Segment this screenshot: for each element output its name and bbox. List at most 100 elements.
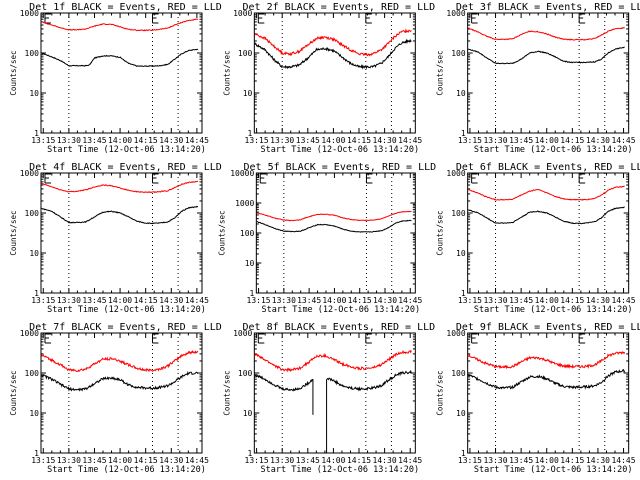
plot-frame [467,332,630,454]
y-tick-label: 1 [461,129,466,138]
y-tick-label: 100 [238,369,253,378]
series-lld-line [254,350,412,373]
x-tick-label: 14:00 [322,296,346,305]
y-axis-label: Counts/sec [436,210,445,255]
y-tick-label: 1000 [20,9,39,18]
y-tick-label: 100 [451,49,466,58]
y-tick-label: 1 [34,449,39,458]
x-tick-label: 13:30 [270,136,294,145]
y-axis-label: Counts/sec [222,370,231,415]
flag-marker [578,173,586,184]
flag-marker [578,333,586,344]
y-tick-label: 10 [456,409,466,418]
x-tick-label: 14:30 [159,456,183,465]
x-tick-label: 14:30 [373,296,397,305]
y-axis-label: Counts/sec [9,210,18,255]
panel-title: Det 5f BLACK = Events, RED = LLD [244,162,437,173]
x-tick-label: 13:15 [247,296,271,305]
panel-title: Det 6f BLACK = Events, RED = LLD [456,162,640,173]
y-tick-label: 100 [451,369,466,378]
y-tick-label: 1 [248,129,253,138]
x-tick-label: 14:15 [134,136,158,145]
x-axis-label: Start Time (12-Oct-06 13:14:20) [47,145,206,155]
flag-marker [471,13,478,24]
y-tick-label: 10000 [230,169,254,178]
series-events-line [41,205,199,225]
y-tick-label: 1000 [446,9,465,18]
x-tick-label: 14:00 [535,456,559,465]
series-lld-line [468,350,626,370]
series-events-line [254,38,412,70]
panel-det-5: Det 5f BLACK = Events, RED = LLD 1 10 100 10… [217,162,436,315]
y-tick-label: 1 [461,289,466,298]
plot-frame [467,12,630,134]
x-tick-label: 13:45 [82,136,106,145]
x-tick-label: 14:45 [611,296,635,305]
x-tick-label: 14:00 [321,136,345,145]
series-lld-line [41,180,199,194]
series-lld-line [41,18,199,32]
x-tick-label: 13:15 [458,456,482,465]
x-tick-label: 14:00 [535,296,559,305]
y-tick-label: 10 [243,409,253,418]
series-events-line [468,46,625,65]
flag-marker [365,13,372,24]
series-events-line [254,369,412,392]
panel-title: Det 4f BLACK = Events, RED = LLD [29,162,222,173]
plot-frame [467,172,630,294]
panel-det-4: Det 4f BLACK = Events, RED = LLD 1 10 100 10… [9,162,222,315]
y-tick-label: 1 [34,129,39,138]
panel-det-1: Det 1f BLACK = Events, RED = LLD 1 10 100 10… [9,2,222,155]
series-events-line [41,370,199,392]
flag-marker [152,173,159,184]
flag-marker [471,333,478,344]
panel-det-9: Det 9f BLACK = Events, RED = LLD 1 10 100 10… [436,322,640,475]
y-tick-label: 10 [245,259,255,268]
y-tick-label: 1000 [20,329,39,338]
y-tick-label: 100 [25,369,40,378]
x-axis-label: Start Time (12-Oct-06 13:14:20) [261,465,420,475]
flag-marker [257,333,265,344]
x-tick-label: 14:15 [134,296,158,305]
y-axis-label: Counts/sec [9,50,18,95]
x-tick-label: 14:45 [398,296,422,305]
panel-det-2: Det 2f BLACK = Events, RED = LLD 1 10 100 10… [222,2,435,155]
flag-marker [259,173,267,184]
plot-frame [40,332,203,454]
x-tick-label: 13:30 [57,136,81,145]
series-lld-line [254,28,412,57]
x-axis-label: Start Time (12-Oct-06 13:14:20) [47,465,206,475]
y-tick-label: 10 [456,89,466,98]
x-tick-label: 14:15 [560,296,584,305]
x-tick-label: 14:15 [347,456,371,465]
x-tick-label: 13:30 [483,456,507,465]
x-tick-label: 14:30 [159,296,183,305]
flag-marker [44,173,51,184]
x-tick-label: 14:00 [321,456,345,465]
x-tick-label: 14:30 [586,296,610,305]
x-tick-label: 14:45 [185,136,209,145]
y-tick-label: 100 [238,49,253,58]
x-axis-label: Start Time (12-Oct-06 13:14:20) [474,145,633,155]
series-lld-line [468,27,625,41]
flag-marker [365,333,372,344]
x-tick-label: 14:15 [560,456,584,465]
panel-det-6: Det 6f BLACK = Events, RED = LLD 1 10 100 10… [436,162,640,315]
x-tick-label: 14:15 [347,136,371,145]
y-tick-label: 100 [25,49,40,58]
series-events-line [41,48,199,68]
y-tick-label: 10 [29,409,39,418]
x-tick-label: 13:45 [296,456,320,465]
y-tick-label: 1 [34,289,39,298]
y-axis-label: Counts/sec [222,50,231,95]
panel-det-7: Det 7f BLACK = Events, RED = LLD 1 10 100 10… [9,322,222,475]
y-tick-label: 100 [240,229,255,238]
x-tick-label: 13:30 [483,136,507,145]
panel-det-8: Det 8f BLACK = Events, RED = LLD 1 10 100 10… [222,322,435,475]
series-events-line [467,369,626,390]
x-tick-label: 13:30 [57,296,81,305]
y-axis-label: Counts/sec [436,370,445,415]
flag-marker [578,13,586,24]
x-axis-label: Start Time (12-Oct-06 13:14:20) [474,465,633,475]
x-tick-label: 14:45 [611,136,635,145]
